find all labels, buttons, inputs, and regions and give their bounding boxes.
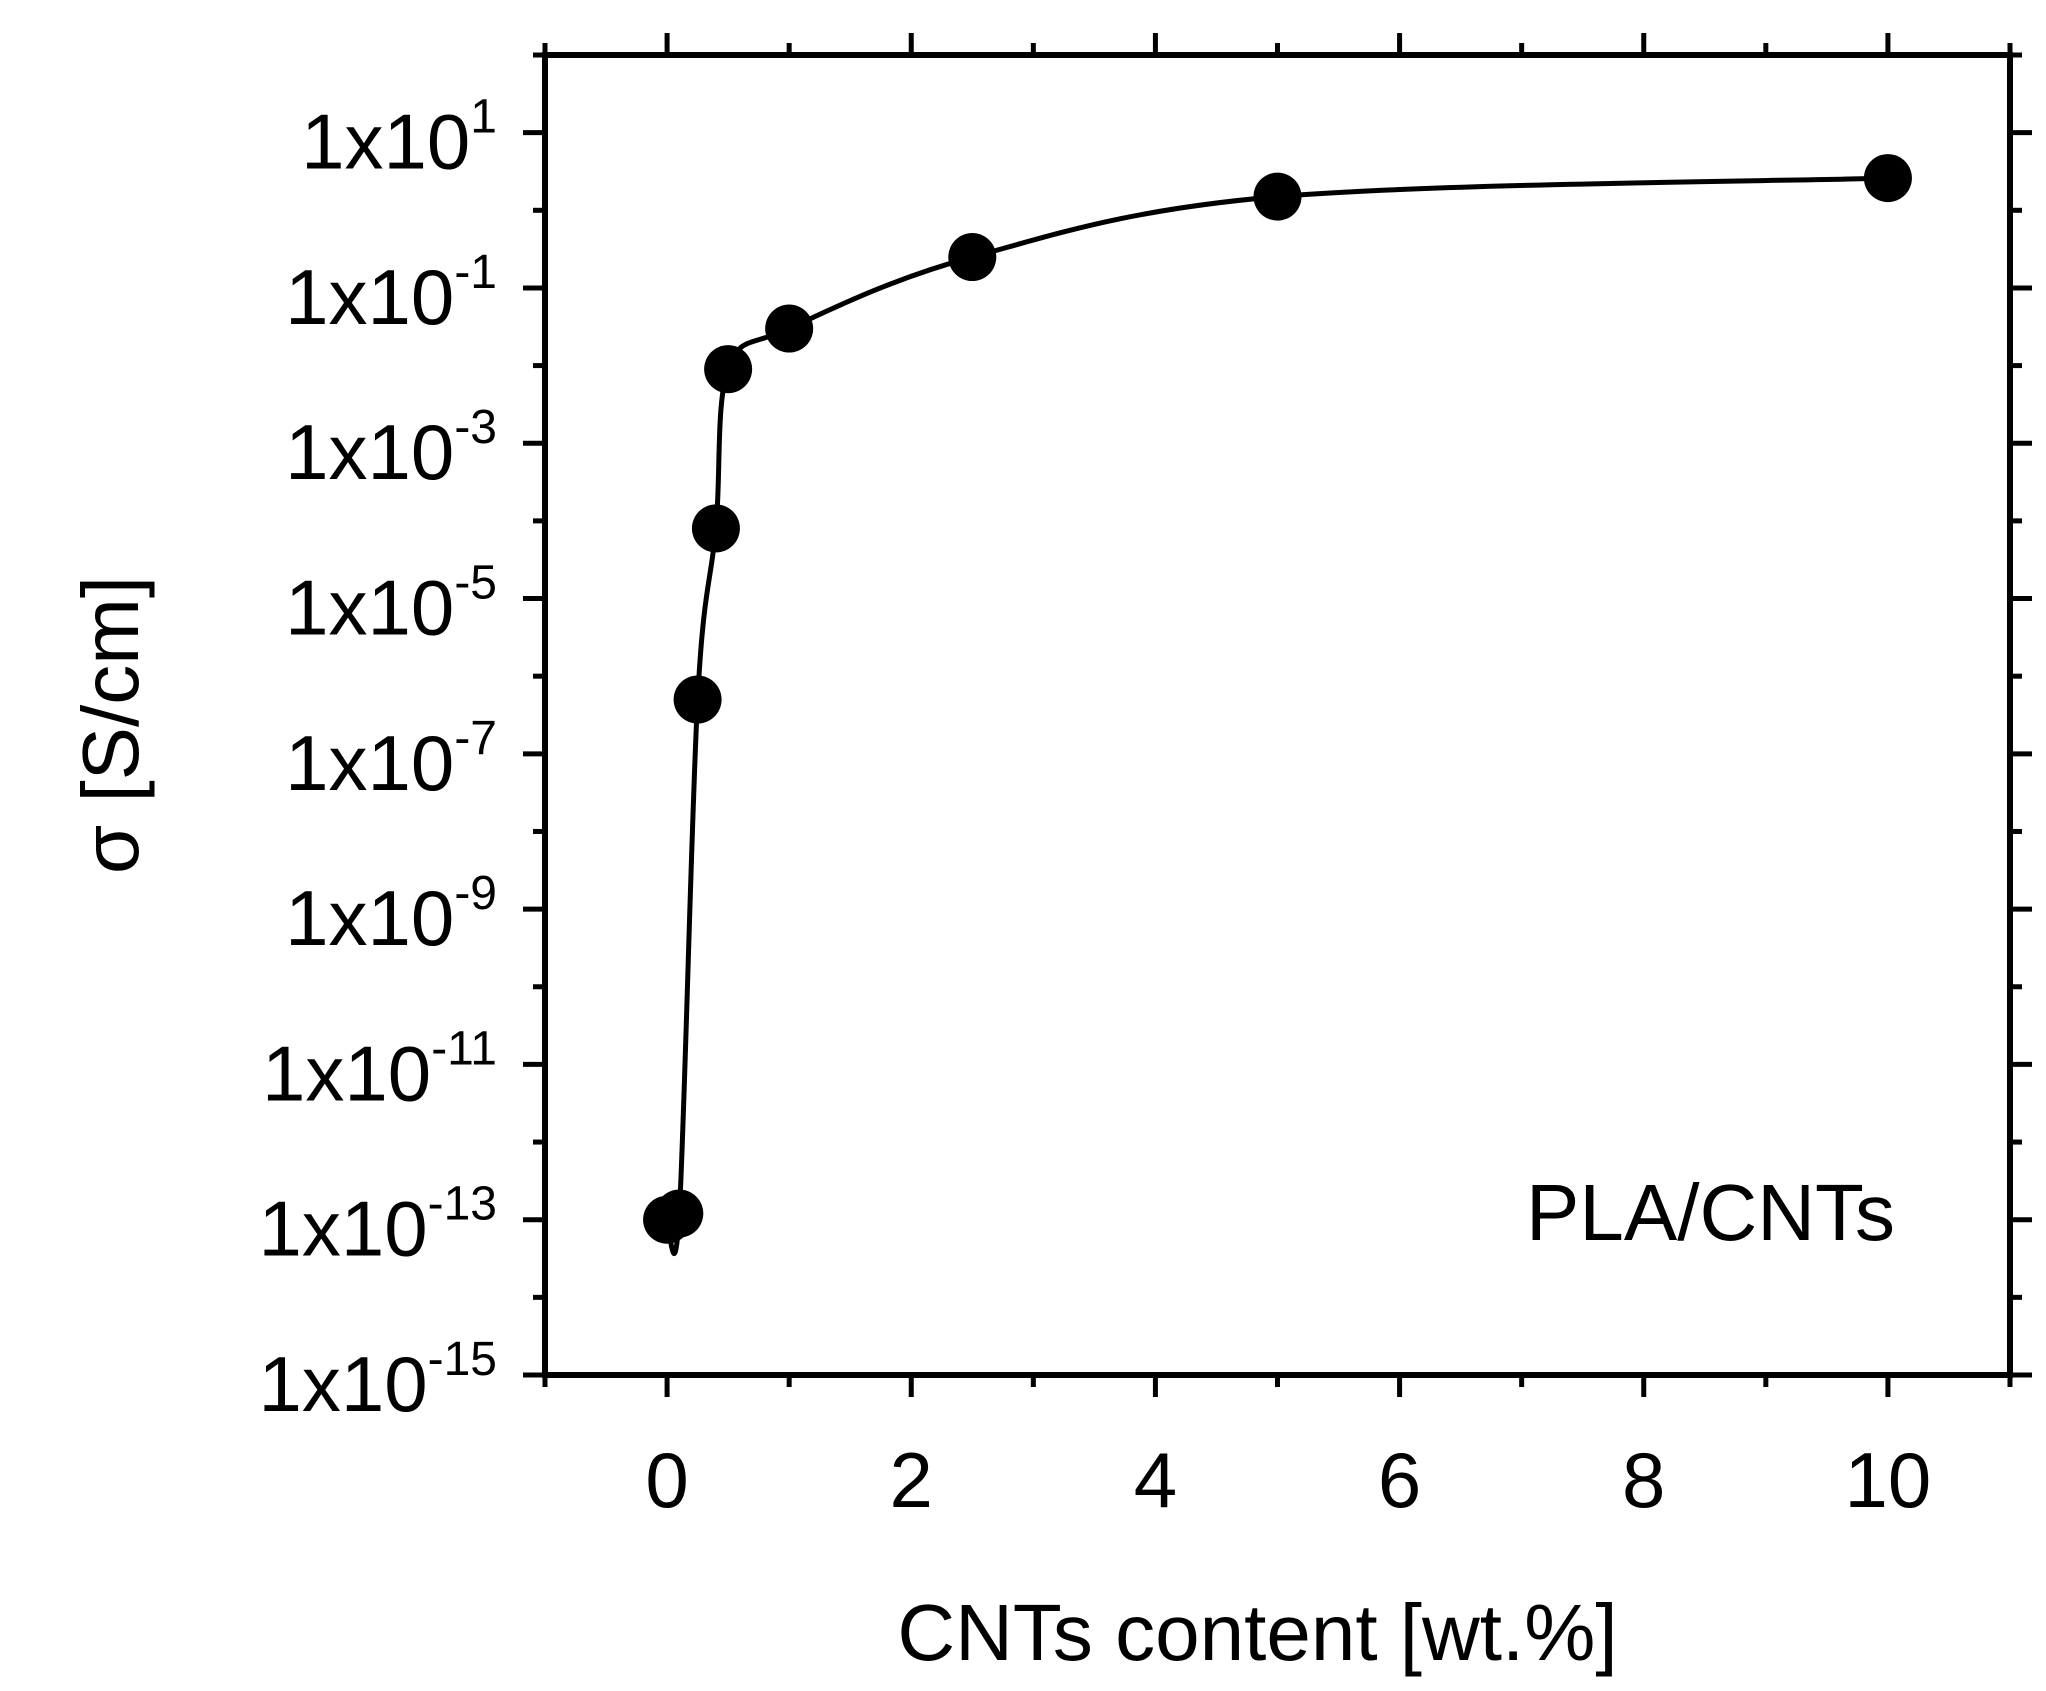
x-tick-label: 10 [1845, 1436, 1932, 1524]
y-axis-title: σ [S/cm] [66, 576, 155, 874]
y-tick-label: 1x10-13 [258, 1178, 497, 1273]
y-tick-label: 1x10-9 [285, 867, 497, 962]
data-point [704, 345, 753, 394]
data-point [691, 504, 740, 553]
x-tick-label: 8 [1622, 1436, 1665, 1524]
x-tick-label: 6 [1378, 1436, 1421, 1524]
y-tick-label: 1x10-7 [285, 712, 497, 807]
data-point [1863, 154, 1912, 203]
series-line [664, 175, 1888, 1256]
x-tick-label: 0 [645, 1436, 688, 1524]
data-point [765, 304, 814, 353]
x-tick-label: 2 [890, 1436, 933, 1524]
data-point [655, 1189, 704, 1238]
y-tick-label: 1x10-15 [258, 1333, 497, 1428]
y-tick-label: 1x10-5 [285, 557, 497, 652]
y-tick-label: 1x10-1 [285, 246, 497, 341]
y-tick-label: 1x10-11 [262, 1022, 497, 1117]
data-point [673, 675, 722, 724]
x-axis-title: CNTs content [wt.%] [897, 1588, 1617, 1677]
series-annotation: PLA/CNTs [1526, 1168, 1895, 1257]
y-tick-label: 1x10-3 [285, 401, 497, 496]
data-point [1253, 172, 1302, 221]
data-point [948, 233, 997, 282]
y-tick-label: 1x101 [301, 91, 497, 186]
x-tick-label: 4 [1134, 1436, 1177, 1524]
